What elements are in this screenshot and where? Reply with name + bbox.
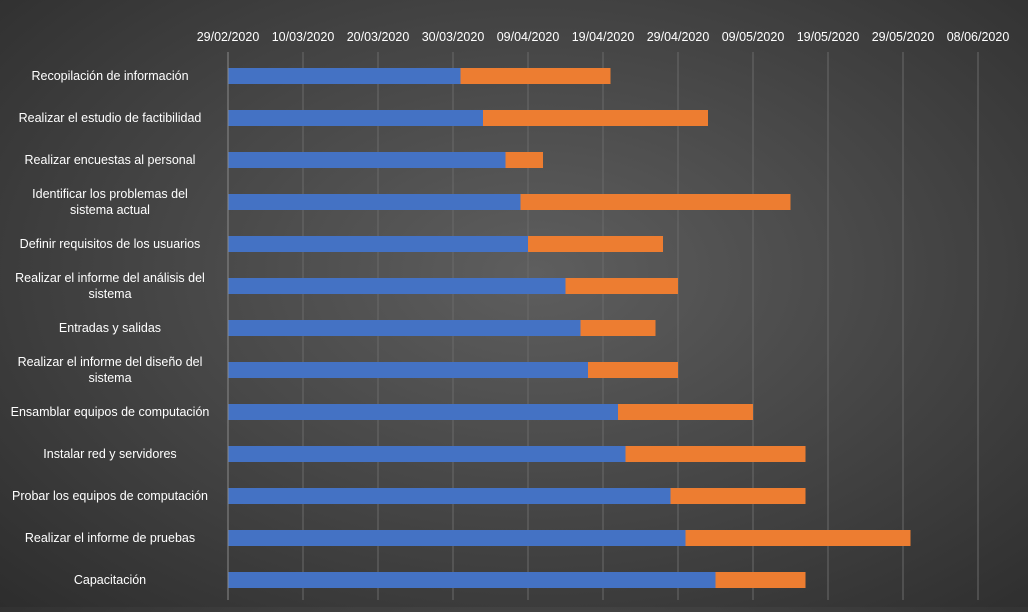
bars	[228, 68, 911, 588]
bar-start-segment	[228, 488, 671, 504]
x-tick-label: 29/05/2020	[872, 30, 935, 44]
category-label: Realizar el informe del análisis del sist…	[15, 271, 205, 301]
category-label: Identificar los problemas del sistema act…	[32, 187, 188, 217]
category-label: Definir requisitos de los usuarios	[20, 237, 201, 251]
bar-start-segment	[228, 152, 506, 168]
bar-start-segment	[228, 320, 581, 336]
bar-duration-segment	[618, 404, 753, 420]
bar-duration-segment	[685, 530, 911, 546]
x-tick-label: 19/05/2020	[797, 30, 860, 44]
bar-duration-segment	[565, 278, 678, 294]
x-tick-label: 10/03/2020	[272, 30, 335, 44]
bar-start-segment	[228, 236, 528, 252]
category-labels: Recopilación de información Realizar el e…	[11, 69, 210, 587]
bar-duration-segment	[588, 362, 678, 378]
bar-start-segment	[228, 446, 626, 462]
x-tick-label: 09/05/2020	[722, 30, 785, 44]
x-tick-label: 30/03/2020	[422, 30, 485, 44]
category-label: Probar los equipos de computación	[12, 489, 208, 503]
x-tick-label: 29/04/2020	[647, 30, 710, 44]
bar-duration-segment	[625, 446, 806, 462]
bar-duration-segment	[460, 68, 611, 84]
x-tick-label: 20/03/2020	[347, 30, 410, 44]
bar-duration-segment	[528, 236, 663, 252]
bar-start-segment	[228, 110, 483, 126]
x-axis-tick-labels: 29/02/2020 10/03/2020 20/03/2020 30/03/2020…	[197, 30, 1010, 44]
x-tick-label: 09/04/2020	[497, 30, 560, 44]
bar-start-segment	[228, 362, 588, 378]
bar-duration-segment	[715, 572, 806, 588]
bar-duration-segment	[670, 488, 806, 504]
bar-duration-segment	[505, 152, 543, 168]
x-tick-label: 29/02/2020	[197, 30, 260, 44]
category-label: Ensamblar equipos de computación	[11, 405, 210, 419]
bar-start-segment	[228, 404, 618, 420]
category-label: Realizar el informe del diseño del sistem…	[18, 355, 203, 385]
bar-start-segment	[228, 194, 521, 210]
bar-duration-segment	[483, 110, 708, 126]
bar-duration-segment	[580, 320, 656, 336]
category-label: Capacitación	[74, 573, 146, 587]
category-label: Realizar el informe de pruebas	[25, 531, 195, 545]
category-label: Realizar encuestas al personal	[25, 153, 196, 167]
bar-start-segment	[228, 572, 716, 588]
bar-duration-segment	[520, 194, 791, 210]
category-label: Recopilación de información	[31, 69, 188, 83]
category-label: Realizar el estudio de factibilidad	[19, 111, 202, 125]
x-tick-label: 08/06/2020	[947, 30, 1010, 44]
bar-start-segment	[228, 278, 566, 294]
bar-start-segment	[228, 68, 461, 84]
category-label: Instalar red y servidores	[43, 447, 176, 461]
x-tick-label: 19/04/2020	[572, 30, 635, 44]
category-label: Entradas y salidas	[59, 321, 161, 335]
bar-start-segment	[228, 530, 686, 546]
